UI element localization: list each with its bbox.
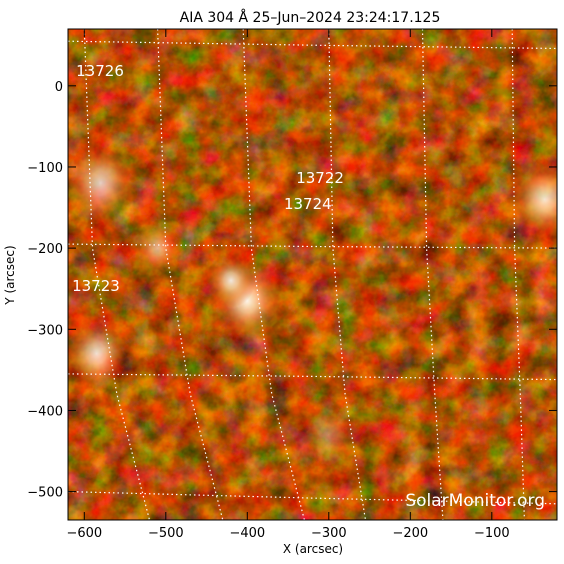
grid-line-1 bbox=[68, 243, 557, 249]
y-tick-label: −200 bbox=[27, 242, 63, 257]
x-tick-label: −400 bbox=[229, 526, 265, 541]
grid-line-0 bbox=[68, 40, 557, 50]
active-region-label: 13724 bbox=[284, 195, 332, 213]
x-axis-ticks: −600 −500 −400 −300 −200 −100 bbox=[66, 29, 510, 541]
grid-line-3 bbox=[68, 491, 557, 505]
grid-line-8 bbox=[421, 29, 444, 520]
figure-title: AIA 304 Å 25–Jun–2024 23:24:17.125 bbox=[180, 9, 441, 26]
x-tick-label: −500 bbox=[148, 526, 184, 541]
active-region-labels: 13726 13722 13724 13723 bbox=[72, 62, 344, 295]
grid-line-9 bbox=[511, 29, 525, 520]
y-tick-label: −400 bbox=[27, 404, 63, 419]
grid-line-4 bbox=[83, 29, 151, 520]
active-region-label: 13726 bbox=[76, 62, 124, 80]
grid-line-2 bbox=[68, 373, 557, 381]
x-tick-label: −600 bbox=[66, 526, 102, 541]
x-tick-label: −300 bbox=[311, 526, 347, 541]
y-tick-label: 0 bbox=[55, 80, 63, 95]
plage-region-4 bbox=[508, 159, 557, 240]
plage-region-2 bbox=[68, 142, 138, 224]
x-axis-label: X (arcsec) bbox=[283, 542, 343, 556]
y-tick-label: −300 bbox=[27, 323, 63, 338]
grid-line-6 bbox=[242, 29, 305, 520]
y-axis-label: Y (arcsec) bbox=[3, 245, 17, 305]
bright-plage-layer bbox=[68, 142, 557, 467]
y-tick-label: −100 bbox=[27, 161, 63, 176]
x-tick-label: −100 bbox=[474, 526, 510, 541]
solar-image-area: 13726 13722 13724 13723 bbox=[68, 29, 557, 520]
plage-region-5 bbox=[133, 221, 183, 276]
plage-region-3 bbox=[68, 317, 130, 390]
solarmonitor-watermark: SolarMonitor.org bbox=[405, 491, 545, 511]
active-region-label: 13722 bbox=[296, 169, 344, 187]
heliographic-grid bbox=[68, 29, 557, 520]
plot-frame bbox=[67, 28, 558, 521]
y-axis-ticks: 0 −100 −200 −300 −400 −500 bbox=[27, 80, 557, 501]
grid-line-5 bbox=[157, 29, 224, 520]
plage-region-6 bbox=[300, 403, 358, 467]
y-tick-label: −500 bbox=[27, 486, 63, 501]
plage-region-1 bbox=[206, 253, 256, 308]
active-region-label: 13723 bbox=[72, 277, 120, 295]
x-tick-label: −200 bbox=[392, 526, 428, 541]
